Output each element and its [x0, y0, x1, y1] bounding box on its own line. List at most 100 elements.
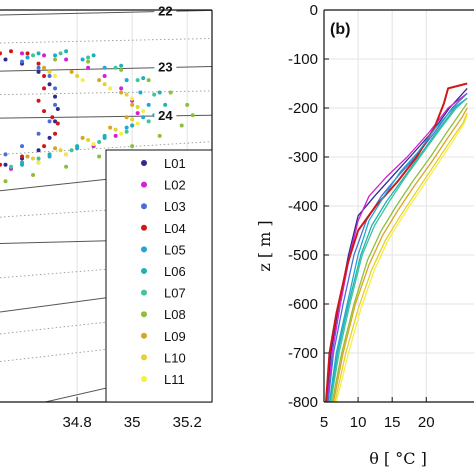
scatter-point-L06-3 [119, 63, 124, 68]
scatter-point-L06-9 [102, 133, 107, 138]
panel-b-x-tick-label-0: 5 [320, 414, 328, 431]
scatter-point-L02-1 [42, 53, 47, 58]
scatter-point-L06-4 [141, 76, 146, 81]
scatter-point-L05-5 [138, 90, 143, 95]
panel-b-y-tick-label-5: -500 [288, 247, 318, 264]
scatter-point-L06-11 [47, 152, 52, 157]
scatter-point-L10-0 [47, 69, 52, 74]
scatter-point-L05-1 [53, 53, 58, 58]
scatter-point-L11-9 [36, 160, 41, 165]
legend-label-L04: L04 [164, 221, 186, 236]
scatter-point-L04-0 [0, 51, 2, 56]
scatter-point-L06-2 [91, 53, 96, 58]
scatter-point-L10-4 [135, 104, 140, 109]
legend-label-L08: L08 [164, 307, 186, 322]
scatter-series-L07 [9, 51, 162, 169]
scatter-point-L10-2 [102, 82, 107, 87]
legend-label-L07: L07 [164, 286, 186, 301]
scatter-point-L10-8 [58, 148, 63, 153]
legend-marker-L02 [141, 181, 147, 188]
panel-a-x-ticks: 34.8 35 35.2 [62, 397, 202, 431]
legend-label-L09: L09 [164, 329, 186, 344]
scatter-point-L09-8 [53, 146, 58, 151]
scatter-point-L03-8 [3, 152, 8, 157]
isopycnal-label-group-4: 24 [154, 106, 177, 123]
profile-line-L10 [334, 112, 468, 402]
scatter-series-L10 [31, 69, 140, 161]
scatter-point-L03-4 [53, 102, 58, 107]
scatter-series-L01 [3, 57, 60, 167]
scatter-point-L07-8 [124, 129, 129, 134]
scatter-point-L01-8 [36, 148, 41, 153]
scatter-point-L03-2 [47, 74, 52, 79]
scatter-point-L07-10 [69, 148, 74, 153]
panel-b-x-tick-label-1: 10 [350, 414, 367, 431]
scatter-point-L08-4 [168, 90, 173, 95]
panel-b-y-ticks: 0 -100 -200 -300 -400 -500 -600 -700 -800 [288, 2, 329, 411]
scatter-point-L11-7 [91, 142, 96, 147]
scatter-point-L10-1 [75, 74, 80, 79]
scatter-point-L01-3 [47, 82, 52, 87]
scatter-point-L05-4 [124, 78, 129, 83]
profile-line-L07 [330, 97, 468, 402]
isopycnal-label-bg-4 [154, 106, 177, 123]
scatter-point-L07-2 [86, 55, 91, 60]
legend-marker-L03 [141, 203, 147, 210]
scatter-series-L09 [25, 65, 135, 159]
scatter-point-L06-6 [163, 102, 168, 107]
isopycnal-line-1 [0, 38, 212, 44]
scatter-series-L06 [20, 49, 168, 165]
scatter-point-L09-2 [97, 78, 102, 83]
legend-label-L06: L06 [164, 264, 186, 279]
scatter-point-L09-5 [124, 115, 129, 120]
scatter-point-L05-2 [80, 57, 85, 62]
panel-a-x-tick-label-2: 35.2 [173, 414, 202, 431]
legend-label-L11: L11 [164, 372, 185, 387]
scatter-point-L01-10 [3, 162, 8, 167]
legend-marker-L08 [141, 311, 147, 318]
scatter-point-L11-3 [130, 96, 135, 101]
profile-line-L04 [325, 82, 468, 402]
scatter-point-L10-6 [113, 127, 118, 132]
scatter-point-L05-0 [25, 55, 30, 60]
scatter-point-L10-3 [124, 92, 129, 97]
scatter-point-L04-11 [42, 144, 47, 149]
profile-line-L11 [335, 115, 468, 402]
scatter-point-L07-0 [31, 53, 36, 58]
scatter-point-L02-2 [64, 57, 69, 62]
legend-marker-L05 [141, 246, 147, 253]
isopycnal-label-23: 23 [158, 60, 172, 75]
scatter-point-L08-11 [64, 164, 69, 169]
scatter-point-L10-7 [86, 137, 91, 142]
scatter-point-L11-0 [53, 74, 58, 79]
scatter-point-L11-6 [119, 131, 124, 136]
scatter-point-L08-7 [179, 123, 184, 128]
panel-b-y-tick-label-6: -600 [288, 296, 318, 313]
profile-line-L05 [328, 97, 468, 402]
scatter-point-L07-12 [9, 164, 14, 169]
legend-label-L03: L03 [164, 199, 186, 214]
scatter-point-L09-4 [130, 102, 135, 107]
scatter-point-L05-8 [124, 125, 129, 130]
panel-b-y-tick-label-1: -100 [288, 51, 318, 68]
scatter-point-L06-1 [64, 49, 69, 54]
scatter-point-L04-8 [50, 115, 55, 120]
scatter-point-L07-9 [97, 140, 102, 145]
scatter-point-L07-4 [135, 78, 140, 83]
scatter-point-L03-1 [36, 65, 41, 70]
scatter-point-L08-9 [130, 144, 135, 149]
scatter-point-L02-7 [135, 111, 140, 116]
panel-b-x-ticks: 5 10 15 20 [320, 397, 435, 431]
profile-line-L08 [331, 102, 468, 402]
scatter-point-L04-1 [9, 49, 14, 54]
scatter-point-L08-12 [31, 173, 36, 178]
panel-b-x-tick-label-2: 15 [384, 414, 401, 431]
scatter-point-L01-2 [36, 69, 41, 74]
scatter-point-L11-2 [108, 86, 113, 91]
panel-b-profiles [325, 82, 468, 402]
profile-line-L01 [326, 87, 468, 402]
profile-line-L06 [329, 97, 468, 402]
legend-marker-L04 [141, 224, 147, 231]
legend-marker-L06 [141, 268, 147, 274]
legend-label-L02: L02 [164, 178, 186, 193]
